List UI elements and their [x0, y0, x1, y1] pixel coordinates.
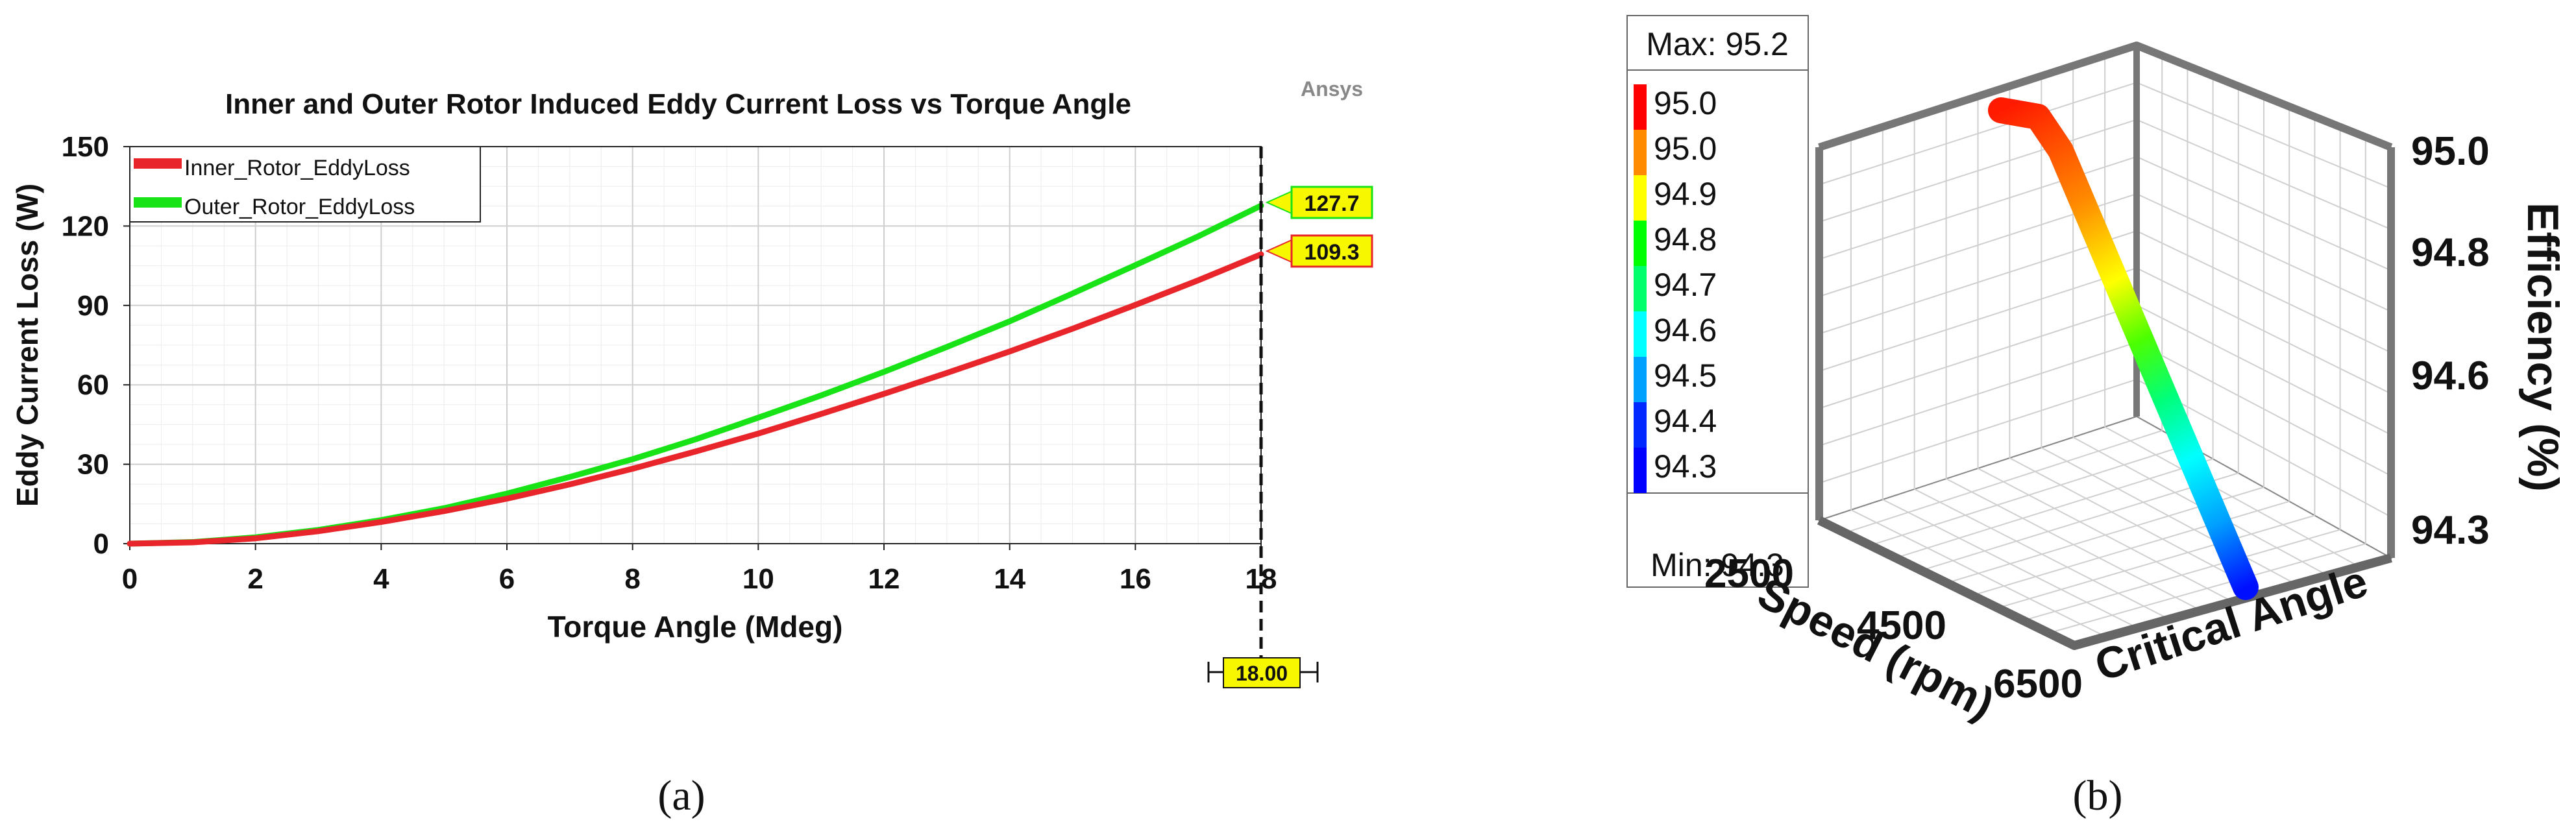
x-tick-label: 2	[247, 563, 263, 595]
y-tick-label: 60	[77, 369, 109, 401]
colorbar-level-label: 94.5	[1654, 357, 1717, 394]
z-axis-label: Efficiency (%)	[2518, 202, 2568, 492]
y-tick-label: 90	[77, 290, 109, 322]
efficiency-tube	[1988, 97, 2259, 600]
x-tick-label: 14	[994, 563, 1025, 595]
marker-inner-value: 109.3	[1304, 240, 1359, 265]
colorbar-level-label: 94.7	[1654, 267, 1717, 303]
marker-x-value: 18.00	[1236, 662, 1288, 685]
marker-inner-box	[1290, 234, 1373, 268]
y-tick-label: 120	[62, 210, 109, 242]
x-tick-label: 0	[122, 563, 138, 595]
x-tick-label: 4	[373, 563, 389, 595]
marker-x-box	[1223, 657, 1301, 688]
x-tick-label: 6	[499, 563, 515, 595]
series-lines	[127, 202, 1264, 547]
z-tick-label: 94.8	[2411, 230, 2490, 275]
colorbar-swatch	[1634, 84, 1647, 130]
grid-right-wall	[2136, 304, 2392, 435]
x-tick-label: 16	[1120, 563, 1151, 595]
marker-outer-box	[1290, 186, 1373, 219]
grid-floor	[1997, 514, 2315, 609]
marker-outer-pointer	[1265, 190, 1292, 215]
colorbar-swatch	[1634, 357, 1647, 402]
colorbar-legend: Max: 95.2 Min: 94.3 95.0 95.0 94.9 94.8 94.7…	[1626, 15, 1809, 588]
z-tick-label: 94.3	[2411, 508, 2490, 553]
grid-right-wall	[2136, 267, 2392, 394]
colorbar-level-label: 94.8	[1654, 221, 1717, 258]
speed-tick-label: 6500	[1993, 662, 2083, 706]
speed-tick-labels: 2500 4500 6500	[1704, 551, 2083, 706]
grid-floor	[2104, 426, 2360, 568]
panel-b-caption: (b)	[2073, 772, 2123, 819]
z-tick-label: 95.0	[2411, 129, 2490, 174]
grid-left-wall	[1819, 304, 2137, 409]
marker-inner-pointer	[1265, 239, 1292, 263]
colorbar-swatch	[1634, 266, 1647, 311]
x-tick-label: 8	[624, 563, 640, 595]
z-tick-labels: 95.0 94.8 94.6 94.3	[2411, 129, 2490, 553]
grid-floor	[1972, 500, 2290, 596]
marker: 18.00 127.7 109.3	[1207, 147, 1373, 688]
colorbar-level-label: 95.0	[1654, 85, 1717, 121]
marker-outer-value: 127.7	[1304, 191, 1359, 216]
grid-left-wall	[1819, 378, 2137, 484]
colorbar-level-label: 94.9	[1654, 176, 1717, 212]
colorbar-min-label: Min: 94.3	[1650, 547, 1784, 583]
y-tick-labels: 0 30 60 90 120 150	[62, 131, 130, 560]
panel-a-caption: (a)	[657, 772, 705, 819]
grid-floor	[2009, 457, 2265, 594]
colorbar-swatch	[1634, 175, 1647, 221]
legend-label-inner: Inner_Rotor_EddyLoss	[184, 156, 410, 180]
grid-floor	[2048, 543, 2366, 634]
ansys-watermark: Ansys	[1301, 77, 1363, 101]
colorbar-swatch	[1634, 402, 1647, 448]
colorbar-frame	[1626, 15, 1809, 588]
grid-left-wall	[1819, 341, 2137, 446]
z-tick-label: 94.6	[2411, 354, 2490, 398]
marker-x-readout: 18.00	[1207, 657, 1319, 688]
plot-frame	[129, 146, 1262, 544]
grid-3d	[1819, 55, 2392, 638]
speed-tick-label: 4500	[1857, 603, 1946, 648]
x-axis-label: Torque Angle (Mdeg)	[548, 610, 843, 644]
colorbar-level-label: 94.3	[1654, 448, 1717, 485]
legend-box	[129, 146, 481, 223]
colorbar-level-label: 94.6	[1654, 312, 1717, 348]
y-tick-label: 0	[93, 528, 109, 560]
colorbar-level-label: 95.0	[1654, 130, 1717, 167]
grid-right-wall	[2136, 341, 2392, 477]
grid-floor	[2041, 447, 2297, 585]
box-3d	[1815, 42, 2395, 650]
grid-left-wall	[1819, 267, 2137, 372]
colorbar-max-label: Max: 95.2	[1646, 26, 1789, 62]
y-tick-label: 150	[62, 131, 109, 163]
x-tick-label: 10	[742, 563, 774, 595]
x-tick-label: 12	[868, 563, 900, 595]
legend-label-outer: Outer_Rotor_EddyLoss	[184, 195, 415, 219]
series-line-inner-rotor	[127, 251, 1264, 547]
grid-right-wall	[2136, 230, 2392, 354]
y-axis-label: Eddy Current Loss (W)	[10, 184, 44, 507]
grid-floor	[2023, 529, 2340, 622]
colorbar-swatch	[1634, 221, 1647, 266]
panel-b-3d-chart: Max: 95.2 Min: 94.3 95.0 95.0 94.9 94.8 94.7…	[1626, 15, 2568, 819]
marker-outer-readout: 127.7	[1265, 186, 1373, 219]
colorbar-swatch	[1634, 448, 1647, 493]
chart-title: Inner and Outer Rotor Induced Eddy Curre…	[225, 88, 1131, 120]
y-tick-label: 30	[77, 449, 109, 481]
colorbar-level-label: 94.4	[1654, 403, 1717, 439]
marker-inner-readout: 109.3	[1265, 234, 1373, 268]
colorbar-swatch	[1634, 311, 1647, 357]
frame-bottom	[1817, 516, 2392, 650]
colorbar-levels: 95.0 95.0 94.9 94.8 94.7 94.6 94.5 94.4 94.3	[1634, 84, 1717, 493]
legend: Inner_Rotor_EddyLoss Outer_Rotor_EddyLos…	[129, 146, 481, 223]
grid-left-wall	[1819, 230, 2137, 335]
panel-a-line-chart: Inner and Outer Rotor Induced Eddy Curre…	[10, 77, 1373, 819]
speed-tick-label: 2500	[1704, 551, 1794, 596]
x-tick-labels: 0 2 4 6 8 10 12 14 16 18	[122, 544, 1277, 595]
colorbar-swatch	[1634, 130, 1647, 175]
